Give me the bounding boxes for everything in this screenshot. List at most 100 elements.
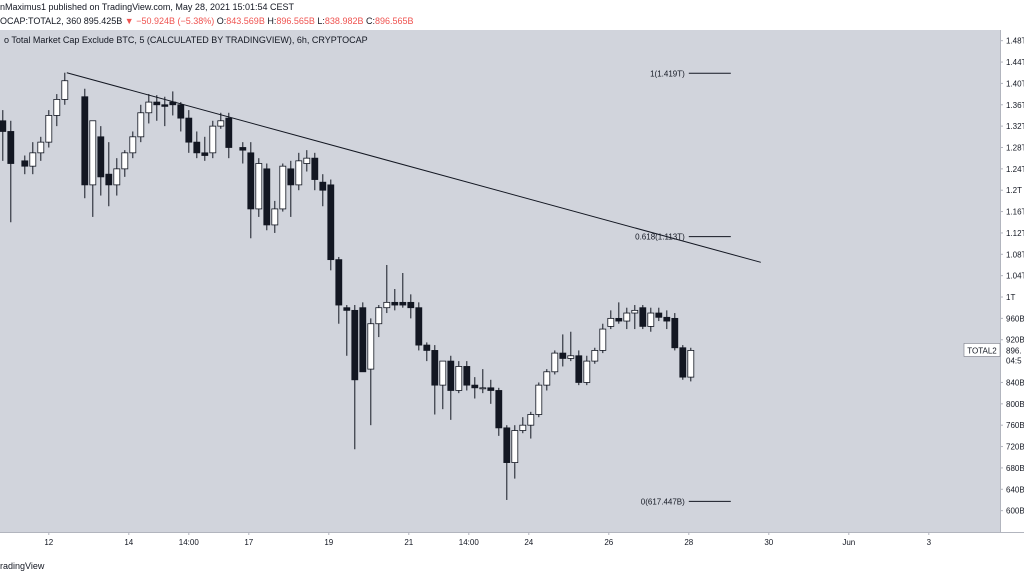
price-axis-background[interactable] [1000, 30, 1024, 532]
candle-body-down[interactable] [663, 316, 671, 322]
candle-body-down[interactable] [81, 96, 89, 186]
time-axis-background[interactable] [0, 532, 1024, 552]
candle-body-up[interactable] [647, 312, 655, 327]
candle-body-down[interactable] [407, 301, 415, 309]
candle-body-up[interactable] [631, 309, 639, 314]
candle-body-up[interactable] [367, 323, 375, 370]
candle-body-up[interactable] [295, 160, 303, 186]
x-tick-label: 12 [44, 538, 53, 547]
candle-body-up[interactable] [113, 168, 121, 186]
candle-body-up[interactable] [599, 328, 607, 351]
candle-body-down[interactable] [335, 259, 343, 306]
candle-body-up[interactable] [145, 101, 153, 114]
candle-body-down[interactable] [679, 347, 687, 378]
candle-body-down[interactable] [153, 101, 161, 106]
y-tick-label: 1.04T [1006, 272, 1024, 281]
candle-body-down[interactable] [193, 141, 201, 154]
candle-body-down[interactable] [471, 384, 479, 389]
candle-body-down[interactable] [247, 152, 255, 210]
candle-body-up[interactable] [543, 371, 551, 386]
candle-body-down[interactable] [239, 147, 247, 151]
x-tick-label: 17 [244, 538, 253, 547]
candle-body-up[interactable] [217, 120, 225, 127]
candle-body-up[interactable] [279, 165, 287, 210]
candle-body-down[interactable] [639, 307, 647, 327]
candle-body-down[interactable] [21, 160, 29, 167]
candle-body-down[interactable] [671, 317, 679, 349]
candle-body-up[interactable] [567, 355, 575, 359]
candle-body-down[interactable] [161, 104, 169, 107]
candle-body-up[interactable] [511, 430, 519, 463]
candle-body-down[interactable] [415, 307, 423, 346]
last-value: 895.425B [83, 16, 123, 26]
candle-body-down[interactable] [287, 168, 295, 186]
candle-body-down[interactable] [575, 355, 583, 383]
candle-body-down[interactable] [559, 352, 567, 359]
candle-body-down[interactable] [503, 427, 511, 463]
candle-body-up[interactable] [61, 80, 69, 100]
candle-body-up[interactable] [535, 384, 543, 415]
candle-body-down[interactable] [7, 131, 15, 164]
candle-body-up[interactable] [255, 163, 263, 210]
candle-body-up[interactable] [519, 424, 527, 431]
candle-body-up[interactable] [53, 99, 61, 116]
open-label: O: [216, 16, 227, 26]
candle-body-down[interactable] [463, 366, 471, 386]
candle-body-down[interactable] [359, 307, 367, 373]
candle-body-down[interactable] [431, 350, 439, 386]
candle-body-down[interactable] [615, 317, 623, 322]
candle-body-down[interactable] [201, 152, 209, 156]
candle-body-down[interactable] [655, 312, 663, 318]
chart-pane-background[interactable] [0, 30, 1000, 532]
candle-body-up[interactable] [209, 125, 217, 154]
candle-body-down[interactable] [495, 390, 503, 429]
candle-body-down[interactable] [97, 136, 105, 178]
candle-body-down[interactable] [351, 309, 359, 381]
candle-body-up[interactable] [29, 152, 37, 167]
candle-body-up[interactable] [89, 120, 97, 186]
candle-body-up[interactable] [527, 414, 535, 426]
candle-body-down[interactable] [0, 120, 7, 132]
candle-body-up[interactable] [137, 112, 145, 138]
candle-body-up[interactable] [121, 152, 129, 170]
candle-body-down[interactable] [311, 157, 319, 180]
y-tick-label: 800B [1006, 400, 1024, 409]
candle-body-up[interactable] [271, 208, 279, 226]
candle-body-down[interactable] [105, 173, 113, 186]
y-tick-label: 1.28T [1006, 143, 1024, 152]
candle-body-up[interactable] [37, 141, 45, 154]
candle-body-down[interactable] [447, 360, 455, 391]
y-tick-label: 1.08T [1006, 250, 1024, 259]
candle-body-down[interactable] [263, 168, 271, 226]
candle-body-up[interactable] [375, 307, 383, 325]
candle-body-down[interactable] [487, 387, 495, 391]
candle-body-up[interactable] [583, 360, 591, 383]
candle-body-down[interactable] [423, 344, 431, 351]
candle-body-up[interactable] [129, 136, 137, 154]
candle-body-up[interactable] [591, 350, 599, 362]
candle-body-down[interactable] [185, 117, 193, 143]
y-tick-label: 1.2T [1006, 186, 1022, 195]
candle-body-up[interactable] [479, 387, 487, 390]
candle-body-down[interactable] [343, 307, 351, 311]
candle-body-up[interactable] [45, 115, 53, 143]
candle-body-up[interactable] [623, 312, 631, 322]
candle-body-down[interactable] [319, 181, 327, 191]
candle-body-down[interactable] [391, 301, 399, 306]
footer-brand-text: radingView [0, 561, 45, 571]
candle-body-up[interactable] [439, 360, 447, 386]
descending-trendline[interactable] [66, 72, 761, 263]
candle-body-down[interactable] [399, 301, 407, 306]
candle-body-down[interactable] [225, 117, 233, 148]
candle-body-up[interactable] [607, 317, 615, 327]
candle-body-up[interactable] [303, 157, 311, 164]
candle-body-down[interactable] [177, 104, 185, 119]
candle-body-down[interactable] [327, 184, 335, 261]
candle-body-up[interactable] [455, 366, 463, 391]
candle-body-up[interactable] [687, 350, 695, 378]
candle-body-up[interactable] [383, 301, 391, 309]
y-tick-label: 1.32T [1006, 122, 1024, 131]
candle-body-up[interactable] [551, 352, 559, 373]
candle-body-down[interactable] [169, 101, 177, 106]
